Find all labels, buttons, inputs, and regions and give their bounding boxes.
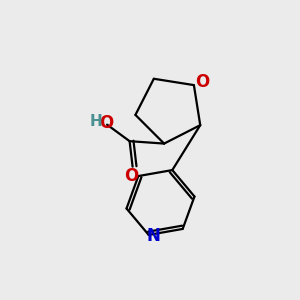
Text: H: H <box>89 114 102 129</box>
Text: N: N <box>147 227 160 245</box>
Text: O: O <box>124 167 138 185</box>
Text: O: O <box>99 114 113 132</box>
Text: O: O <box>195 73 209 91</box>
